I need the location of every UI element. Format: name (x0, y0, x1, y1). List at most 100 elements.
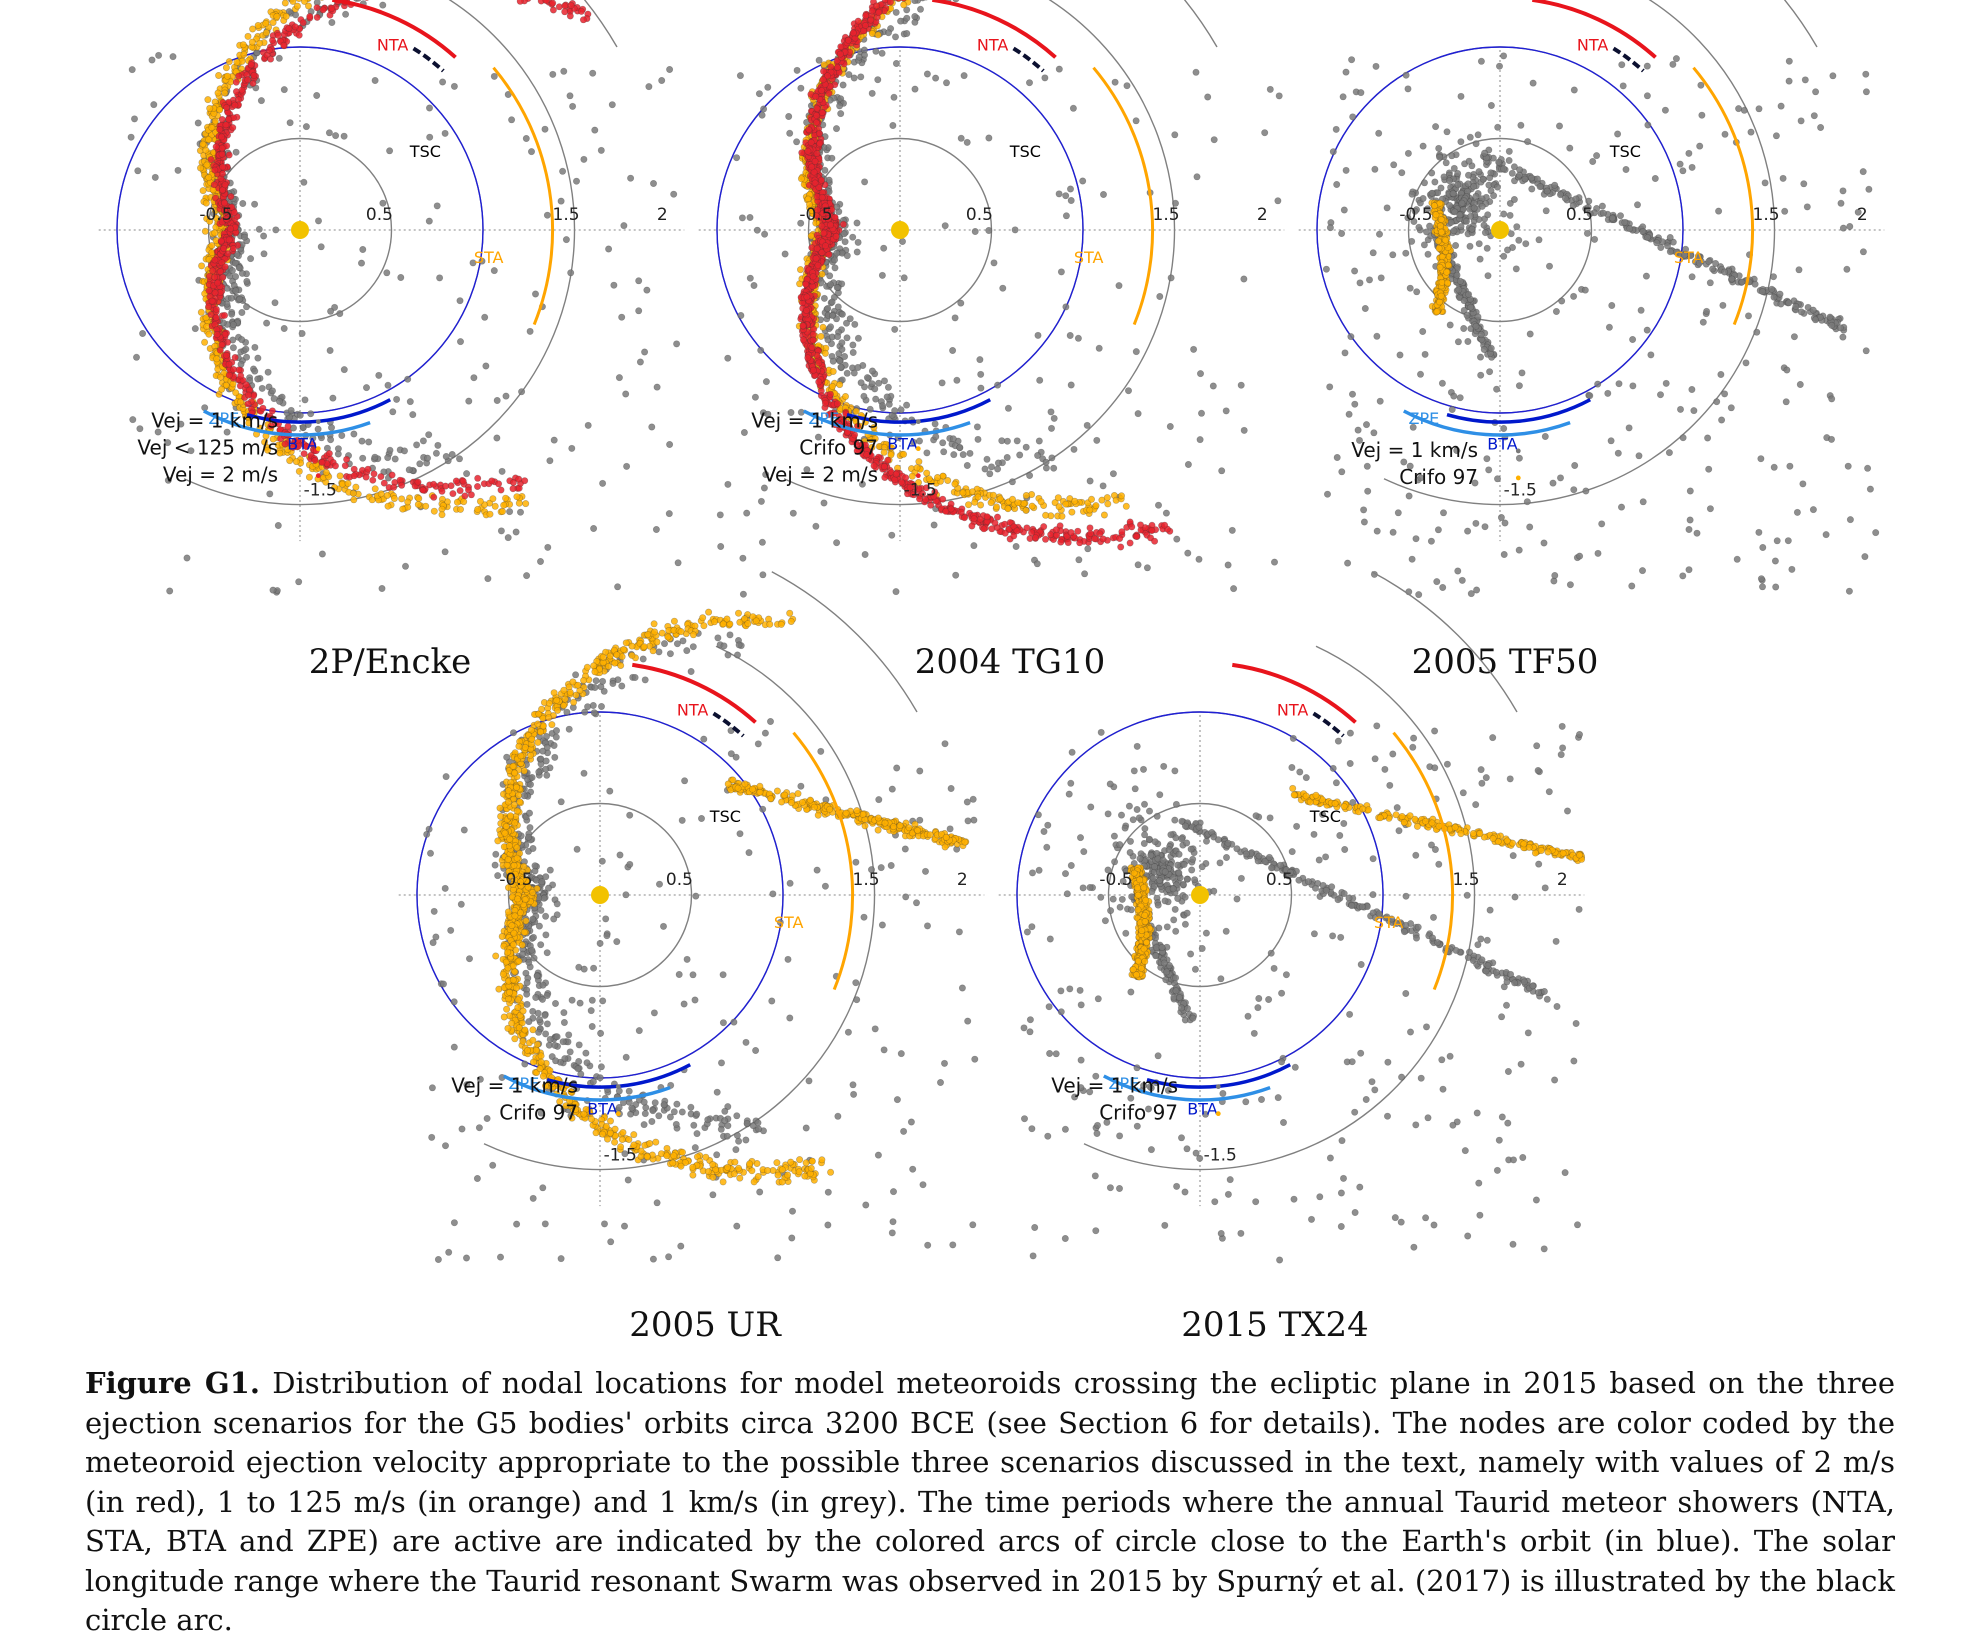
red-point (814, 261, 822, 269)
red-point (218, 150, 226, 158)
grey-point (1454, 567, 1462, 575)
red-point (430, 480, 438, 488)
grey-point (580, 155, 588, 163)
grey-point (365, 438, 373, 446)
grey-point (247, 255, 255, 263)
grey-point (1755, 105, 1763, 113)
grey-point (391, 455, 399, 463)
grey-point (434, 441, 442, 449)
grey-point (1570, 486, 1578, 494)
grey-point (1426, 222, 1434, 230)
grey-point (814, 433, 822, 441)
grey-point (1505, 157, 1513, 165)
grey-point (350, 430, 358, 438)
grey-point (1515, 546, 1523, 554)
grey-point (1541, 432, 1549, 440)
grey-point (315, 217, 323, 225)
orange-point (908, 472, 916, 480)
grey-point (342, 10, 350, 18)
grey-point (397, 274, 405, 282)
red-point (820, 67, 828, 75)
red-point (813, 111, 821, 119)
orange-point (384, 502, 392, 510)
grey-point (1506, 199, 1514, 207)
grey-point (1452, 242, 1460, 250)
grey-point (334, 450, 342, 458)
red-point (812, 119, 820, 127)
grey-point (1349, 113, 1357, 121)
legend-label: Vej = 2 m/s (763, 463, 878, 487)
red-point (821, 399, 829, 407)
red-point (452, 477, 460, 485)
grey-point (932, 433, 940, 441)
grey-point (861, 550, 869, 558)
grey-point (1485, 466, 1493, 474)
grey-point (1761, 179, 1769, 187)
grey-point (1004, 404, 1012, 412)
grey-point (1424, 205, 1432, 213)
grey-point (1109, 470, 1117, 478)
grey-point (837, 110, 845, 118)
grey-point (883, 393, 891, 401)
red-point (332, 462, 340, 470)
grey-point (1095, 344, 1103, 352)
grey-point (994, 381, 1002, 389)
grey-point (878, 271, 886, 279)
grey-point (498, 467, 506, 475)
grey-point (1086, 477, 1094, 485)
orange-point (390, 494, 398, 502)
grey-point (1715, 207, 1723, 215)
grey-point (597, 146, 605, 154)
red-point (364, 465, 372, 473)
red-point (311, 456, 319, 464)
orange-point (254, 21, 262, 29)
grey-point (1197, 409, 1205, 417)
grey-point (442, 452, 450, 460)
grey-point (359, 246, 367, 254)
grey-point (1753, 328, 1761, 336)
grey-point (1408, 237, 1416, 245)
grey-point (1055, 190, 1063, 198)
grey-point (591, 126, 599, 134)
orange-point (399, 505, 407, 513)
red-point (218, 144, 226, 152)
grey-point (527, 148, 535, 156)
red-point (873, 2, 881, 10)
red-point (509, 485, 517, 493)
red-point (212, 314, 220, 322)
grey-point (358, 437, 366, 445)
grey-point (789, 509, 797, 517)
grey-point (433, 202, 441, 210)
grey-point (1617, 503, 1625, 511)
grey-point (903, 6, 911, 14)
grey-point (1755, 528, 1763, 536)
grey-point (1643, 92, 1651, 100)
red-point (211, 166, 219, 174)
red-point (225, 360, 233, 368)
red-point (521, 477, 529, 485)
grey-point (1690, 407, 1698, 415)
red-point (213, 330, 221, 338)
grey-point (836, 357, 844, 365)
grey-point (1404, 149, 1412, 157)
grey-point (1457, 92, 1465, 100)
red-point (210, 181, 218, 189)
grey-point (761, 230, 769, 238)
red-point (892, 470, 900, 478)
grey-point (666, 440, 674, 448)
grey-point (652, 525, 660, 533)
grey-point (1735, 105, 1743, 113)
grey-point (923, 70, 931, 78)
grey-point (1083, 421, 1091, 429)
grey-point (448, 450, 456, 458)
orange-point (987, 499, 995, 507)
grey-point (853, 248, 861, 256)
grey-point (1415, 223, 1423, 231)
grey-point (301, 396, 309, 404)
red-point (350, 472, 358, 480)
grey-point (1862, 347, 1870, 355)
grey-point (1390, 161, 1398, 169)
grey-point (326, 346, 334, 354)
orange-point (1086, 506, 1094, 514)
